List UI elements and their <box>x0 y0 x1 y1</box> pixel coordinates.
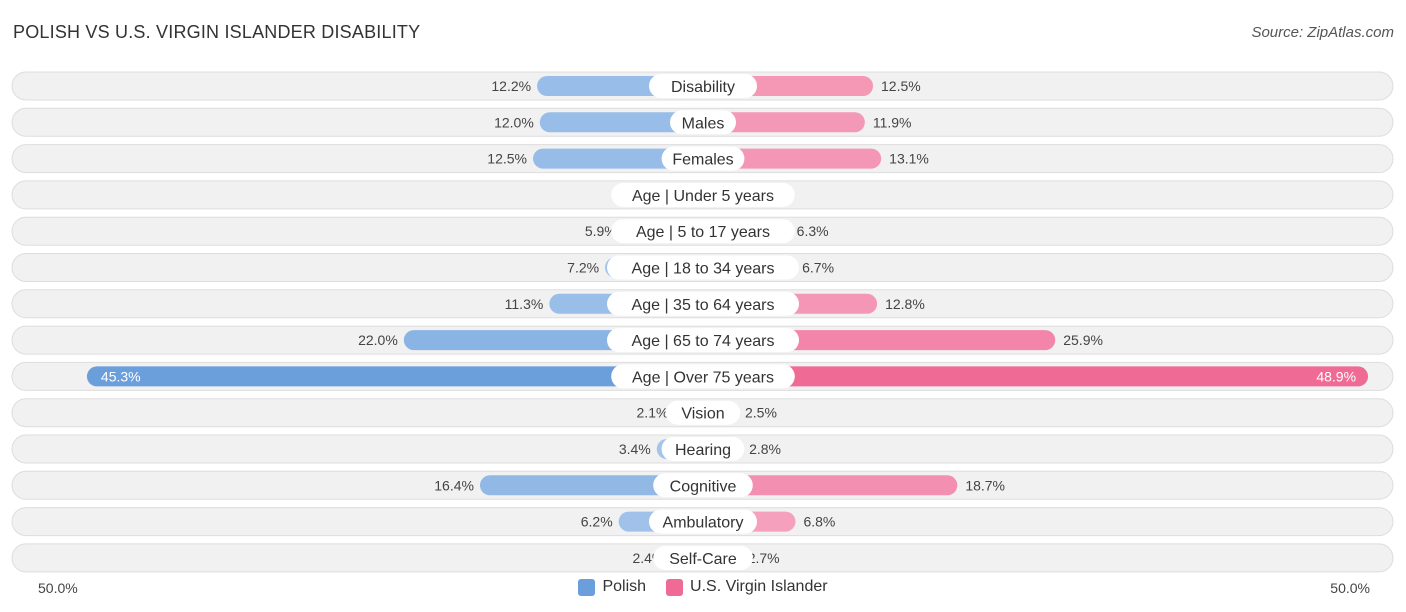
value-label-polish: 6.2% <box>581 514 613 530</box>
legend-label-usvi: U.S. Virgin Islander <box>690 578 828 595</box>
category-label: Hearing <box>675 442 731 459</box>
value-label-usvi: 2.7% <box>748 550 780 566</box>
value-label-usvi: 6.3% <box>797 223 829 239</box>
category-label: Females <box>672 152 733 169</box>
bar-polish <box>539 112 703 133</box>
value-label-usvi: 6.8% <box>803 514 835 530</box>
chart-title: POLISH VS U.S. VIRGIN ISLANDER DISABILIT… <box>13 22 421 42</box>
bar-usvi <box>703 366 1369 387</box>
value-label-usvi: 2.5% <box>745 405 777 421</box>
legend-swatch-polish <box>578 578 596 596</box>
legend-item-polish[interactable]: Polish <box>578 578 646 596</box>
category-label: Males <box>682 115 725 132</box>
value-label-usvi: 2.8% <box>749 441 781 457</box>
category-pill <box>653 545 753 570</box>
category-label: Age | Over 75 years <box>632 369 774 386</box>
legend: Polish U.S. Virgin Islander <box>0 578 1406 596</box>
bar-usvi <box>703 475 958 496</box>
legend-item-usvi[interactable]: U.S. Virgin Islander <box>666 578 828 596</box>
category-label: Cognitive <box>670 478 737 495</box>
category-label: Age | 5 to 17 years <box>636 224 770 241</box>
value-label-polish: 45.3% <box>101 368 141 384</box>
category-pill <box>607 328 799 353</box>
category-label: Vision <box>681 406 724 423</box>
value-label-polish: 12.5% <box>487 151 527 167</box>
category-pill <box>607 255 799 280</box>
value-label-usvi: 13.1% <box>889 151 929 167</box>
value-label-usvi: 6.7% <box>802 260 834 276</box>
bar-usvi <box>703 148 882 169</box>
value-label-usvi: 11.9% <box>873 114 912 130</box>
legend-label-polish: Polish <box>602 578 647 595</box>
value-label-usvi: 48.9% <box>1316 368 1356 384</box>
category-label: Disability <box>671 79 735 96</box>
category-label: Age | 18 to 34 years <box>632 261 775 278</box>
bar-usvi <box>703 112 865 133</box>
legend-swatch-usvi <box>666 578 684 596</box>
value-label-usvi: 12.8% <box>885 296 925 312</box>
category-pill <box>665 400 741 425</box>
value-label-polish: 3.4% <box>619 441 651 457</box>
category-pill <box>611 219 795 244</box>
category-pill <box>649 74 757 98</box>
category-label: Self-Care <box>669 551 737 568</box>
category-pill <box>661 437 745 461</box>
value-label-polish: 2.1% <box>637 405 669 421</box>
category-pill <box>611 364 795 389</box>
chart-plot: 12.2% 12.5% Disability 12.0% 11.9% Males 12.5%… <box>11 71 1394 573</box>
category-pill <box>649 509 757 534</box>
value-label-usvi: 25.9% <box>1063 332 1103 348</box>
value-label-polish: 22.0% <box>358 332 398 348</box>
value-label-polish: 5.9% <box>585 223 617 239</box>
category-label: Age | 65 to 74 years <box>632 333 775 350</box>
bar-polish <box>479 475 703 496</box>
category-pill <box>670 110 736 135</box>
category-label: Age | 35 to 64 years <box>632 297 775 314</box>
axis-label-right: 50.0% <box>1330 580 1370 596</box>
category-label: Age | Under 5 years <box>632 188 774 205</box>
value-label-usvi: 12.5% <box>881 78 921 94</box>
bar-polish <box>533 148 703 169</box>
value-label-polish: 7.2% <box>567 260 599 276</box>
value-label-usvi: 18.7% <box>965 477 1005 493</box>
source-label: Source: ZipAtlas.com <box>1251 24 1394 41</box>
value-label-polish: 12.0% <box>494 114 534 130</box>
category-pill <box>653 473 753 498</box>
category-pill <box>607 291 799 316</box>
value-label-polish: 12.2% <box>491 78 531 94</box>
bar-polish <box>86 366 704 387</box>
category-pill <box>661 146 745 171</box>
value-label-polish: 11.3% <box>505 296 544 312</box>
axis-label-left: 50.0% <box>38 580 78 596</box>
category-label: Ambulatory <box>663 515 744 532</box>
category-pill <box>611 182 795 207</box>
value-label-polish: 16.4% <box>434 477 474 493</box>
